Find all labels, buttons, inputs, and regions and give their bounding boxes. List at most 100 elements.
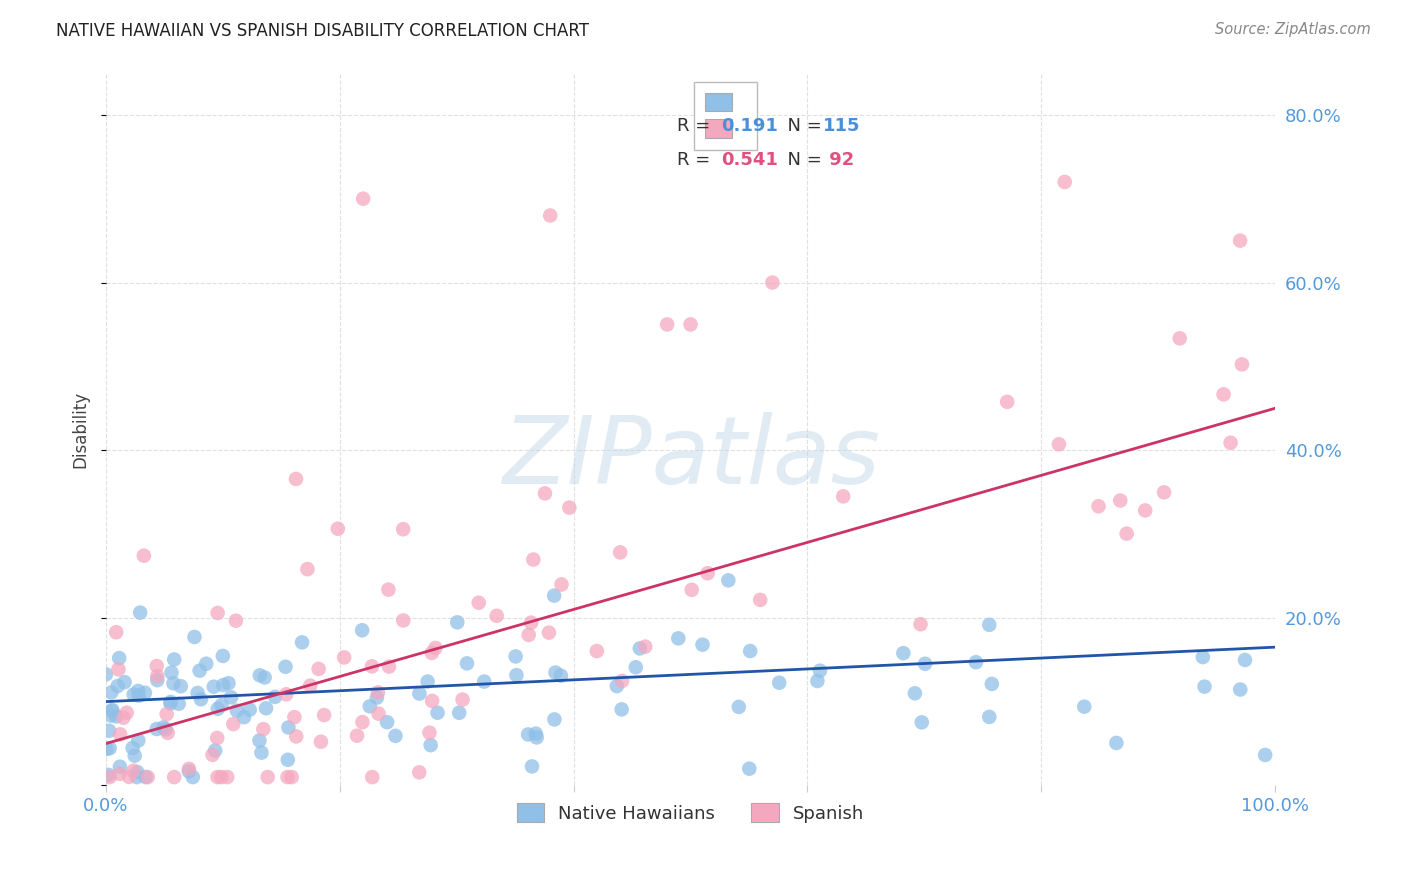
Point [209, 770, 232, 784]
Point [1254, 747, 1277, 762]
Point [505, 649, 527, 664]
Point [550, 577, 572, 591]
Point [416, 674, 439, 689]
Point [249, 668, 271, 682]
Point [212, 678, 235, 692]
Point [108, 760, 131, 774]
Point [204, 743, 226, 757]
Point [188, 664, 211, 678]
Point [254, 701, 277, 715]
Point [681, 582, 703, 597]
Point [526, 731, 548, 745]
Text: N =: N = [776, 118, 827, 136]
Point [505, 668, 527, 682]
Point [114, 675, 136, 690]
Point [280, 770, 302, 784]
Point [122, 688, 145, 702]
Point [135, 770, 157, 784]
Point [285, 472, 308, 486]
Point [101, 703, 124, 717]
Point [145, 722, 167, 736]
Point [375, 715, 398, 730]
Point [125, 770, 148, 784]
Point [276, 687, 298, 701]
Point [1168, 331, 1191, 345]
Point [124, 748, 146, 763]
Point [352, 624, 374, 638]
Point [105, 625, 128, 640]
Point [361, 659, 384, 673]
Point [1192, 650, 1215, 665]
Point [205, 731, 228, 745]
Point [1053, 175, 1076, 189]
Point [127, 765, 149, 780]
Point [108, 767, 131, 781]
Point [679, 318, 702, 332]
Point [367, 706, 389, 721]
Point [1073, 699, 1095, 714]
Point [264, 690, 287, 704]
Point [100, 708, 122, 723]
Point [128, 689, 150, 703]
Point [456, 657, 478, 671]
Point [285, 730, 308, 744]
Point [308, 662, 330, 676]
Point [420, 694, 443, 708]
Text: 92: 92 [823, 151, 853, 169]
Point [146, 669, 169, 683]
Point [738, 762, 761, 776]
Point [384, 729, 406, 743]
Point [1230, 357, 1253, 371]
Point [98, 741, 121, 756]
Point [201, 747, 224, 762]
Point [1047, 437, 1070, 451]
Point [181, 770, 204, 784]
Text: NATIVE HAWAIIAN VS SPANISH DISABILITY CORRELATION CHART: NATIVE HAWAIIAN VS SPANISH DISABILITY CO… [56, 22, 589, 40]
Point [418, 725, 440, 739]
Point [107, 662, 129, 676]
Point [910, 617, 932, 632]
Point [740, 644, 762, 658]
Point [1194, 680, 1216, 694]
Point [425, 640, 447, 655]
Point [806, 673, 828, 688]
Point [717, 574, 740, 588]
Point [225, 704, 247, 718]
Point [162, 676, 184, 690]
Point [211, 698, 233, 712]
Point [122, 764, 145, 778]
Point [634, 640, 657, 654]
Text: N =: N = [776, 151, 827, 169]
Point [326, 522, 349, 536]
Point [155, 723, 177, 737]
Point [768, 675, 790, 690]
Text: 0.541: 0.541 [721, 151, 778, 169]
Point [832, 489, 855, 503]
Point [108, 727, 131, 741]
Point [160, 665, 183, 680]
Point [543, 713, 565, 727]
Point [129, 606, 152, 620]
Point [538, 209, 561, 223]
Point [105, 709, 128, 723]
Legend: Native Hawaiians, Spanish: Native Hawaiians, Spanish [510, 796, 872, 830]
Point [408, 765, 430, 780]
Point [609, 545, 631, 559]
Point [219, 690, 242, 705]
Point [297, 562, 319, 576]
Point [891, 646, 914, 660]
Point [449, 706, 471, 720]
Point [696, 566, 718, 581]
Point [159, 697, 181, 711]
Point [156, 726, 179, 740]
Point [392, 522, 415, 536]
Point [979, 617, 1001, 632]
Point [359, 699, 381, 714]
Point [170, 679, 193, 693]
Point [467, 596, 489, 610]
Point [190, 692, 212, 706]
Point [274, 659, 297, 673]
Point [277, 721, 299, 735]
Text: R =: R = [676, 151, 716, 169]
Point [127, 733, 149, 747]
